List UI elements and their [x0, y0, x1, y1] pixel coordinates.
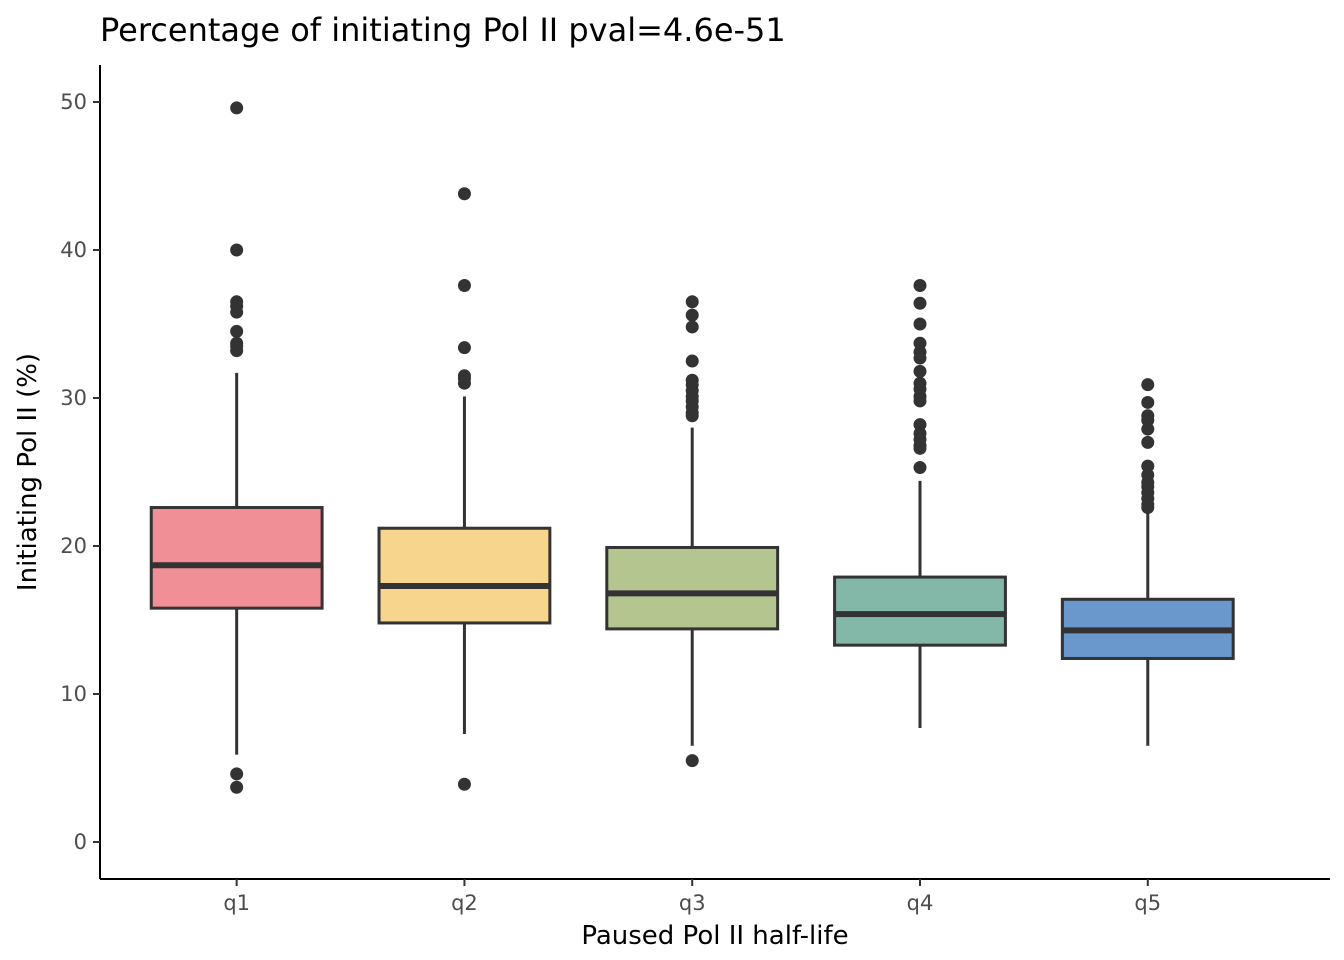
outlier-point	[230, 780, 244, 794]
outlier-point	[230, 767, 244, 781]
outlier-point	[230, 101, 244, 115]
outlier-point	[685, 354, 699, 368]
outlier-point	[913, 351, 927, 365]
outlier-point	[685, 295, 699, 309]
outlier-point	[685, 754, 699, 768]
box-q1	[149, 506, 324, 610]
y-axis-title: Initiating Pol II (%)	[13, 353, 43, 591]
x-tick-label: q2	[451, 891, 478, 915]
outlier-point	[230, 344, 244, 358]
outlier-point	[457, 279, 471, 293]
outlier-point	[913, 418, 927, 432]
outlier-point	[1141, 413, 1155, 427]
outlier-point	[913, 364, 927, 378]
y-tick-label: 10	[60, 682, 87, 706]
outlier-point	[913, 279, 927, 293]
x-tick-label: q4	[907, 891, 934, 915]
outlier-point	[1141, 378, 1155, 392]
y-tick-label: 0	[74, 830, 87, 854]
outlier-point	[1141, 435, 1155, 449]
outlier-point	[913, 441, 927, 455]
outlier-point	[1141, 459, 1155, 473]
x-tick-label: q3	[679, 891, 706, 915]
y-tick-label: 40	[60, 238, 87, 262]
outlier-point	[230, 305, 244, 319]
box-q3	[605, 545, 780, 631]
x-tick-label: q5	[1134, 891, 1161, 915]
y-tick-label: 20	[60, 534, 87, 558]
outlier-point	[457, 341, 471, 355]
outlier-point	[230, 243, 244, 257]
outlier-point	[457, 777, 471, 791]
outlier-point	[1141, 422, 1155, 436]
outlier-point	[913, 394, 927, 408]
y-tick-label: 30	[60, 386, 87, 410]
outlier-point	[685, 308, 699, 322]
outlier-point	[457, 376, 471, 390]
y-tick-label: 50	[60, 90, 87, 114]
outlier-point	[913, 317, 927, 331]
outlier-point	[230, 324, 244, 338]
outlier-point	[913, 336, 927, 350]
outlier-point	[1141, 395, 1155, 409]
outlier-point	[685, 320, 699, 334]
box-q2	[377, 526, 552, 625]
outlier-point	[685, 409, 699, 423]
outlier-point	[913, 461, 927, 475]
x-tick-label: q1	[223, 891, 250, 915]
outlier-point	[1141, 501, 1155, 515]
x-axis-title: Paused Pol II half-life	[581, 921, 848, 951]
outlier-point	[457, 187, 471, 201]
plot-area: 0 10 20 30 40 50 q1 q2 q3 q4 q5	[60, 65, 1330, 915]
chart-title: Percentage of initiating Pol II pval=4.6…	[100, 11, 786, 49]
outlier-point	[913, 296, 927, 310]
